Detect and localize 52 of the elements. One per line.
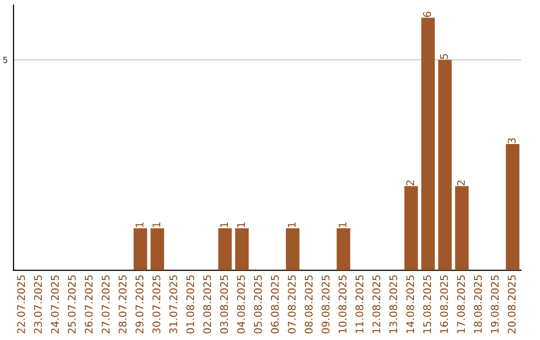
- x-tick-label: 12.08.2025: [372, 275, 380, 333]
- x-tick-label: 18.08.2025: [474, 275, 482, 333]
- x-tick-label: 28.07.2025: [118, 275, 126, 334]
- x-tick-label: 31.07.2025: [169, 275, 178, 334]
- bar: [455, 186, 469, 270]
- bar: [150, 228, 164, 270]
- data-label: 1: [152, 222, 160, 228]
- data-label: 1: [136, 222, 144, 228]
- bar: [438, 60, 452, 270]
- x-tick-label: 20.08.2025: [508, 275, 516, 334]
- x-tick-label: 05.08.2025: [254, 275, 262, 334]
- data-label: 5: [440, 54, 448, 60]
- x-tick-label: 03.08.2025: [220, 275, 228, 334]
- x-tick-label: 14.08.2025: [406, 275, 414, 333]
- data-label: 3: [508, 138, 516, 144]
- x-tick-label: 13.08.2025: [389, 275, 398, 333]
- x-tick-label: 26.07.2025: [84, 275, 93, 334]
- data-label: 1: [220, 222, 228, 228]
- x-tick-label: 29.07.2025: [136, 275, 144, 334]
- data-label: 1: [237, 222, 245, 228]
- data-label: 1: [338, 222, 346, 228]
- x-tick-label: 09.08.2025: [322, 275, 330, 334]
- x-tick-label: 17.08.2025: [457, 275, 465, 333]
- x-tick-label: 15.08.2025: [423, 275, 432, 333]
- x-tick-label: 10.08.2025: [338, 275, 346, 333]
- x-tick-label: 06.08.2025: [270, 275, 279, 334]
- x-tick-label: 19.08.2025: [490, 275, 499, 333]
- data-label: 1: [288, 222, 296, 228]
- x-tick-label: 11.08.2025: [356, 275, 364, 333]
- x-tick-label: 07.08.2025: [288, 275, 296, 334]
- bar: [336, 228, 350, 270]
- data-label: 2: [406, 180, 414, 186]
- data-label: 6: [423, 12, 432, 17]
- x-tick-label: 23.07.2025: [34, 275, 42, 334]
- x-tick-label: 16.08.2025: [440, 275, 448, 333]
- x-tick-label: 30.07.2025: [152, 275, 160, 334]
- bar: [421, 18, 435, 270]
- x-tick-label: 08.08.2025: [304, 275, 313, 334]
- x-tick-label: 22.07.2025: [17, 275, 25, 334]
- bar: [506, 144, 520, 270]
- x-tick-label: 04.08.2025: [237, 275, 245, 334]
- data-label: 2: [457, 180, 465, 186]
- x-tick-label: 02.08.2025: [203, 275, 212, 334]
- x-tick-label: 24.07.2025: [50, 275, 59, 334]
- bar: [286, 228, 300, 270]
- bar: [404, 186, 418, 270]
- x-tick-label: 27.07.2025: [102, 275, 110, 334]
- bar: [235, 228, 249, 270]
- x-tick-label: 01.08.2025: [186, 275, 194, 334]
- bar: [218, 228, 232, 270]
- x-tick-label: 25.07.2025: [68, 275, 76, 334]
- bar: [134, 228, 148, 270]
